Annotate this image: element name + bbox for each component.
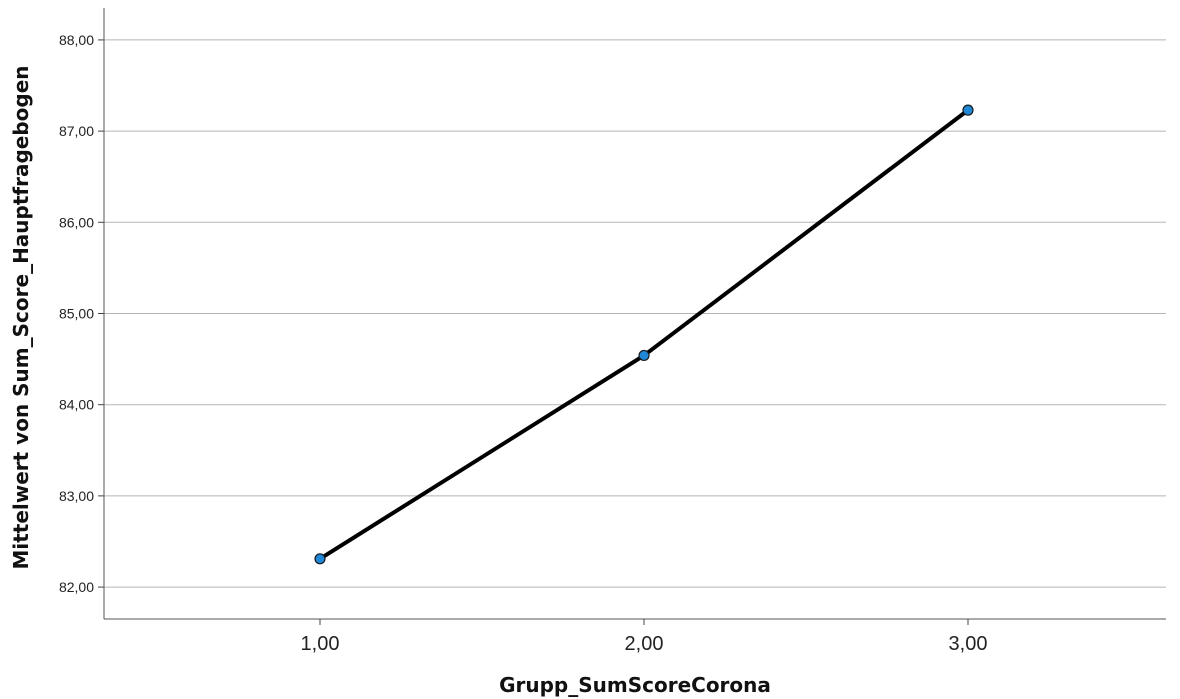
x-tick-label: 1,00: [301, 633, 340, 655]
y-tick-label: 82,00: [59, 579, 94, 595]
x-tick-label: 2,00: [625, 633, 664, 655]
x-tick-label: 3,00: [949, 633, 988, 655]
y-tick-label: 88,00: [59, 32, 94, 48]
data-point: [314, 553, 326, 565]
series-layer: [314, 104, 974, 565]
y-tick-label: 86,00: [59, 214, 94, 230]
x-axis-title: Grupp_SumScoreCorona: [499, 673, 771, 697]
y-tick-labels: 82,00 83,00 84,00 85,00 86,00 87,00 88,00: [59, 32, 94, 595]
data-point: [638, 349, 650, 362]
y-tick-label: 85,00: [59, 306, 94, 322]
grid-layer: [98, 39, 1166, 588]
axes-layer: [103, 8, 1166, 620]
data-point: [962, 104, 974, 116]
y-tick-label: 83,00: [59, 488, 94, 504]
y-axis-title: Mittelwert von Sum_Score_Hauptfragebogen: [9, 65, 33, 569]
y-tick-label: 87,00: [59, 123, 94, 139]
series-line: [318, 108, 970, 561]
y-tick-label: 84,00: [59, 397, 94, 413]
x-tick-labels: 1,00 2,00 3,00: [301, 619, 988, 655]
